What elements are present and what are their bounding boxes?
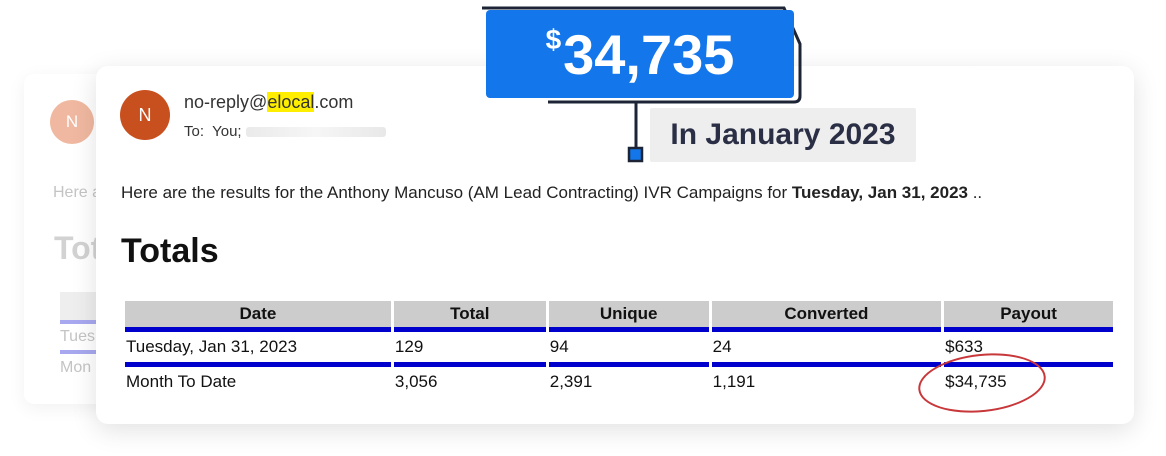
background-intro-text: Here a — [53, 184, 102, 201]
header-total: Total — [393, 301, 546, 332]
sender-suffix: .com — [314, 92, 354, 112]
cell-unique: 94 — [548, 332, 709, 367]
email-card: N no-reply@elocal.com To: You; Here are … — [96, 66, 1134, 424]
sender-address: no-reply@elocal.com — [184, 92, 353, 113]
background-avatar: N — [50, 100, 94, 144]
callout-amount-value: 34,735 — [563, 22, 735, 86]
sender-domain-highlight: elocal — [267, 92, 315, 112]
sender-avatar: N — [120, 90, 170, 140]
header-date: Date — [125, 301, 391, 332]
email-intro: Here are the results for the Anthony Man… — [121, 183, 982, 203]
total-callout-box: $34,735 — [486, 10, 794, 98]
header-converted: Converted — [711, 301, 942, 332]
cell-unique: 2,391 — [549, 372, 593, 391]
header-unique: Unique — [548, 301, 709, 332]
background-row-rule — [60, 350, 100, 354]
callout-amount: $34,735 — [486, 10, 794, 98]
to-label: To: — [184, 123, 205, 140]
background-row-2: Mon — [60, 359, 92, 376]
intro-text: Here are the results for the Anthony Man… — [121, 183, 792, 202]
table-row: Month To Date 3,056 2,391 1,191 $34,735 — [125, 367, 1113, 397]
cell-payout: $633 — [944, 332, 1113, 367]
background-table-header — [60, 292, 100, 324]
cell-converted: 1,191 — [712, 372, 756, 391]
cell-payout: $34,735 — [945, 372, 1007, 391]
results-table: Date Total Unique Converted Payout Tuesd… — [122, 301, 1116, 397]
table-header-row: Date Total Unique Converted Payout — [125, 301, 1113, 332]
table-row: Tuesday, Jan 31, 2023 129 94 24 $633 — [125, 332, 1113, 367]
totals-heading: Totals — [121, 232, 219, 270]
cell-converted: 24 — [711, 332, 942, 367]
callout-currency: $ — [545, 24, 562, 55]
cell-date: Tuesday, Jan 31, 2023 — [125, 332, 391, 367]
callout-subtitle: In January 2023 — [650, 108, 916, 162]
intro-date: Tuesday, Jan 31, 2023 — [791, 183, 968, 202]
background-row-1: Tues — [60, 328, 95, 345]
header-payout: Payout — [944, 301, 1113, 332]
intro-tail: .. — [967, 183, 983, 202]
recipient-line: To: You; — [184, 123, 386, 140]
sender-prefix: no-reply@ — [184, 92, 268, 112]
background-heading: Tot — [54, 230, 102, 266]
cell-total: 129 — [393, 332, 546, 367]
cell-date: Month To Date — [126, 372, 237, 391]
to-value: You; — [212, 123, 242, 140]
cell-total: 3,056 — [394, 372, 438, 391]
redacted-recipient — [245, 127, 386, 138]
